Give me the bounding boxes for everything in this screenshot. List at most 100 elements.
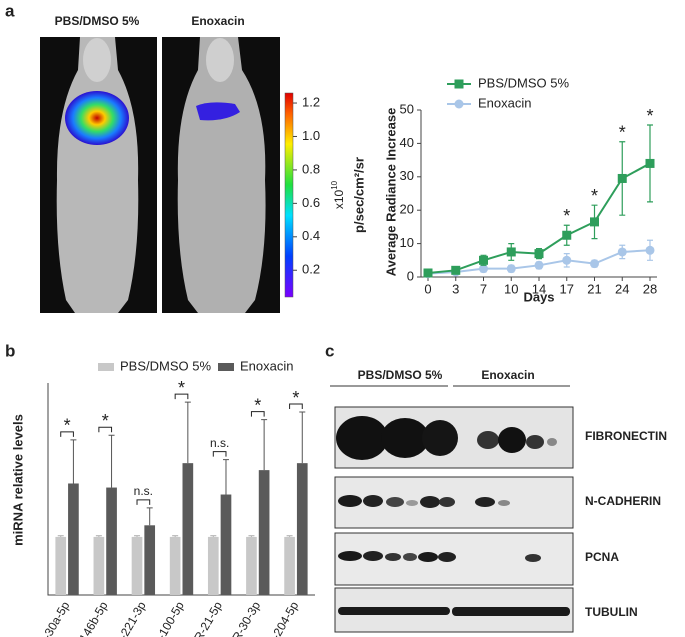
y-axis-label: miRNA relative levels [10, 414, 25, 546]
marker [617, 173, 627, 183]
significance-bracket [174, 393, 189, 400]
x-axis-label: Days [523, 289, 554, 304]
significance: * [254, 395, 261, 415]
legend-swatch [218, 363, 234, 371]
y-tick-label: 20 [400, 202, 414, 217]
colorbar-tick-label: 0.2 [302, 262, 320, 277]
legend-label: Enoxacin [478, 95, 531, 110]
significance-bracket [289, 403, 303, 410]
colorbar-tick-label: 0.8 [302, 161, 320, 176]
blot-row-label: TUBULIN [585, 605, 638, 619]
error-bar [248, 535, 255, 537]
error-bar [222, 459, 229, 495]
error-bar [286, 535, 293, 537]
colorbar-unit: p/sec/cm²/sr [351, 157, 366, 233]
marker [590, 217, 599, 227]
bar [55, 536, 67, 595]
bar [207, 536, 219, 595]
significance: * [619, 122, 626, 142]
x-tick-label: 24 [615, 281, 629, 296]
y-axis-label: Average Radiance Increase [383, 108, 398, 277]
colorbar [284, 92, 294, 298]
x-tick-label: 14 [532, 281, 546, 296]
x-tick-label: 17 [560, 281, 574, 296]
x-tick-label: miR-100-5p [143, 599, 187, 637]
y-tick-label: 10 [400, 235, 414, 250]
significance: * [563, 206, 570, 226]
x-tick-label: miR-146b-5p [64, 599, 111, 637]
bar [131, 536, 143, 595]
blot-group: PBS/DMSO 5% [358, 368, 443, 382]
marker [451, 265, 461, 275]
colorbar-tick-label: 1.2 [302, 94, 320, 109]
axis [47, 383, 315, 596]
x-tick-label: 28 [643, 281, 657, 296]
bar [68, 483, 79, 595]
marker [506, 264, 516, 274]
legend-marker [454, 99, 464, 109]
marker [562, 255, 572, 265]
bar [93, 536, 105, 595]
x-tick-label: miR-30a-5p [29, 599, 73, 637]
significance-bracket [60, 431, 74, 437]
significance: n.s. [210, 436, 229, 450]
legend-label: PBS/DMSO 5% [120, 358, 211, 373]
bar [182, 463, 194, 595]
significance: * [64, 416, 71, 436]
significance-bracket [98, 426, 113, 433]
legend-label: PBS/DMSO 5% [478, 75, 569, 90]
bar [220, 494, 232, 595]
bar [144, 525, 156, 595]
marker [479, 264, 488, 274]
x-tick-label: 10 [504, 281, 518, 296]
image-label: Enoxacin [191, 14, 244, 28]
significance: * [292, 388, 299, 408]
error-bar [299, 411, 306, 464]
blot-group: Enoxacin [481, 368, 534, 382]
marker [534, 260, 544, 270]
marker [645, 158, 655, 168]
bar [246, 536, 257, 595]
blot-row-label: FIBRONECTIN [585, 429, 667, 443]
bar [106, 487, 117, 595]
significance: n.s. [134, 484, 153, 498]
marker [645, 245, 655, 255]
y-tick-label: 50 [400, 101, 414, 116]
y-tick-label: 0 [407, 268, 414, 283]
mouse-image [40, 37, 157, 313]
image-label: PBS/DMSO 5% [55, 14, 140, 28]
panel-label: a [5, 1, 15, 20]
multiplier: x10 [332, 189, 346, 209]
x-tick-label: 21 [587, 281, 601, 296]
marker [562, 230, 572, 240]
error-bar [95, 535, 102, 537]
blot-row-label: N-CADHERIN [585, 494, 661, 508]
blot-panel [334, 406, 574, 469]
error-bar [146, 507, 153, 526]
error-bar [70, 439, 77, 484]
significance: * [646, 106, 653, 126]
colorbar-tick-label: 1.0 [302, 128, 320, 143]
panel-label: c [325, 341, 334, 360]
error-bar [134, 535, 141, 537]
marker [506, 247, 516, 257]
error-bar [172, 535, 179, 537]
significance-bracket [250, 411, 265, 417]
blot-panel [334, 532, 574, 586]
blot-panel [334, 476, 574, 529]
significance: * [591, 186, 598, 206]
x-tick-label: 7 [480, 281, 487, 296]
exponent: 10 [330, 180, 339, 189]
y-tick-label: 40 [400, 135, 414, 150]
panel-label: b [5, 341, 15, 360]
significance-bracket [136, 499, 151, 505]
colorbar-tick-label: 0.6 [302, 195, 320, 210]
error-bar [261, 419, 268, 471]
legend-swatch [98, 363, 114, 371]
error-bar [184, 401, 191, 464]
bar [169, 536, 181, 595]
x-tick-label: miR-221-3p [105, 599, 149, 637]
marker [534, 249, 544, 259]
bar [284, 536, 295, 595]
